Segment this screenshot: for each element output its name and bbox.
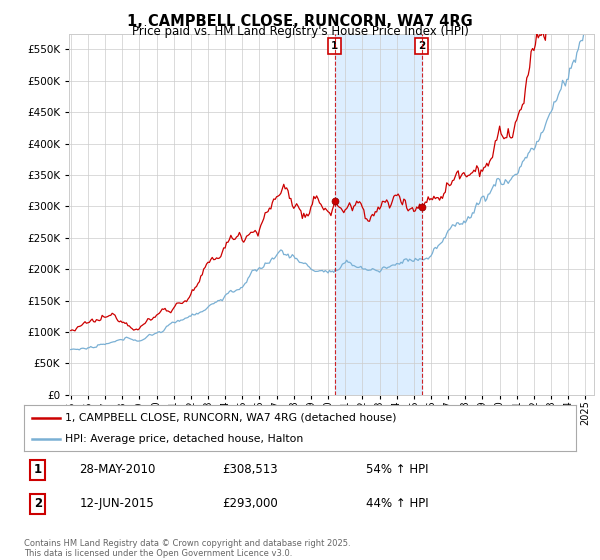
- Bar: [335, 34, 422, 395]
- Text: 54% ↑ HPI: 54% ↑ HPI: [366, 463, 429, 477]
- Text: 1: 1: [331, 41, 338, 51]
- Text: 2: 2: [418, 41, 425, 51]
- Text: £293,000: £293,000: [223, 497, 278, 511]
- Text: 12-JUN-2015: 12-JUN-2015: [79, 497, 154, 511]
- Text: Price paid vs. HM Land Registry's House Price Index (HPI): Price paid vs. HM Land Registry's House …: [131, 25, 469, 38]
- Text: 1: 1: [34, 463, 42, 477]
- Text: 28-MAY-2010: 28-MAY-2010: [79, 463, 155, 477]
- Text: 1, CAMPBELL CLOSE, RUNCORN, WA7 4RG: 1, CAMPBELL CLOSE, RUNCORN, WA7 4RG: [127, 14, 473, 29]
- Text: HPI: Average price, detached house, Halton: HPI: Average price, detached house, Halt…: [65, 435, 304, 444]
- Text: 1, CAMPBELL CLOSE, RUNCORN, WA7 4RG (detached house): 1, CAMPBELL CLOSE, RUNCORN, WA7 4RG (det…: [65, 413, 397, 423]
- Text: Contains HM Land Registry data © Crown copyright and database right 2025.
This d: Contains HM Land Registry data © Crown c…: [24, 539, 350, 558]
- Text: 2: 2: [34, 497, 42, 511]
- Text: 44% ↑ HPI: 44% ↑ HPI: [366, 497, 429, 511]
- Text: £308,513: £308,513: [223, 463, 278, 477]
